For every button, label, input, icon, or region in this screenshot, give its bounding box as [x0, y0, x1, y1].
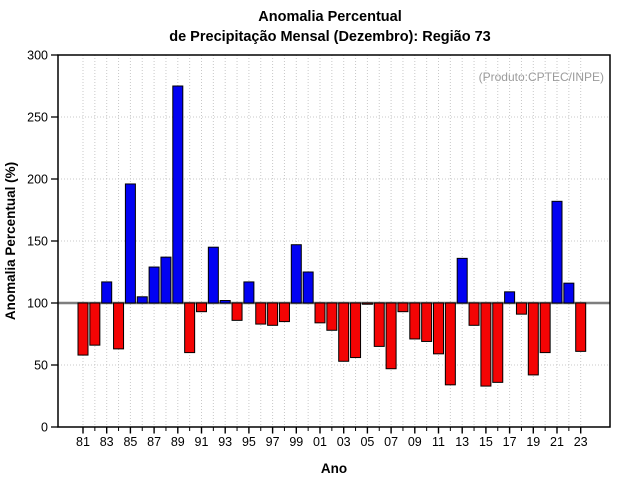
x-tick-label: 17: [503, 435, 517, 449]
chart-title-line2: de Precipitação Mensal (Dezembro): Regiã…: [169, 29, 491, 45]
x-tick-label: 05: [360, 435, 374, 449]
x-tick-label: 13: [455, 435, 469, 449]
bar-2008: [397, 302, 409, 313]
x-tick-label: 09: [408, 435, 422, 449]
bar-1993: [219, 300, 231, 304]
bar-1998: [278, 302, 290, 323]
bar-2006: [373, 302, 385, 347]
bar-1988: [160, 256, 172, 304]
bar-2005: [361, 302, 373, 305]
bar-2017: [504, 291, 516, 304]
bar-1994: [231, 302, 243, 321]
x-tick-label: 93: [218, 435, 232, 449]
y-tick-label: 300: [27, 48, 48, 62]
bar-2001: [314, 302, 326, 324]
bar-1981: [77, 302, 89, 356]
source-annotation: (Produto:CPTEC/INPE): [479, 70, 604, 84]
bar-2021: [551, 200, 563, 304]
x-tick-label: 83: [100, 435, 114, 449]
x-tick-label: 97: [266, 435, 280, 449]
bar-1989: [172, 85, 184, 304]
bar-2022: [563, 282, 575, 304]
bar-1985: [124, 183, 136, 304]
bar-2023: [575, 302, 587, 352]
bar-1990: [184, 302, 196, 354]
x-tick-label: 15: [479, 435, 493, 449]
chart-title-line1: Anomalia Percentual: [258, 9, 401, 25]
bar-2012: [444, 302, 456, 386]
bar-1997: [267, 302, 279, 326]
x-tick-label: 01: [313, 435, 327, 449]
bar-2011: [433, 302, 444, 355]
bar-1996: [255, 302, 267, 325]
bar-1983: [101, 281, 113, 304]
bar-2002: [326, 302, 338, 331]
bar-1986: [136, 296, 148, 304]
y-tick-label: 50: [34, 358, 48, 372]
x-tick-label: 87: [147, 435, 161, 449]
x-tick-label: 19: [526, 435, 540, 449]
bar-2016: [492, 302, 504, 383]
bar-2013: [456, 257, 468, 304]
y-tick-label: 0: [41, 420, 48, 434]
x-tick-label: 85: [123, 435, 137, 449]
y-tick-label: 100: [27, 296, 48, 310]
x-axis-title: Ano: [321, 461, 347, 476]
x-tick-label: 07: [384, 435, 398, 449]
bar-2018: [515, 302, 527, 315]
y-axis-title: Anomalia Percentual (%): [3, 162, 18, 320]
bar-1995: [243, 281, 255, 304]
bar-1984: [113, 302, 125, 350]
bars: [77, 85, 587, 387]
bar-1982: [89, 302, 101, 346]
x-tick-label: 95: [242, 435, 256, 449]
bar-2004: [350, 302, 362, 359]
bar-2014: [468, 302, 480, 326]
bar-1987: [148, 266, 160, 304]
bar-2019: [527, 302, 539, 376]
bar-2003: [338, 302, 350, 362]
y-tick-label: 200: [27, 172, 48, 186]
x-tick-label: 89: [171, 435, 185, 449]
gridlines: [58, 55, 610, 427]
bar-2009: [409, 302, 421, 340]
x-tick-label: 91: [195, 435, 209, 449]
bar-2007: [385, 302, 397, 370]
bar-2015: [480, 302, 492, 387]
x-tick-label: 11: [432, 435, 445, 449]
bar-1999: [290, 244, 302, 304]
x-tick-label: 03: [337, 435, 351, 449]
bar-2000: [302, 271, 314, 304]
bar-1992: [207, 246, 219, 304]
y-tick-label: 150: [27, 234, 48, 248]
x-tick-label: 21: [550, 435, 564, 449]
y-tick-label: 250: [27, 110, 48, 124]
bar-2020: [539, 302, 551, 354]
x-tick-label: 99: [289, 435, 303, 449]
bar-1991: [196, 302, 207, 313]
x-tick-label: 23: [574, 435, 588, 449]
x-tick-label: 81: [76, 435, 90, 449]
bar-2010: [421, 302, 433, 342]
